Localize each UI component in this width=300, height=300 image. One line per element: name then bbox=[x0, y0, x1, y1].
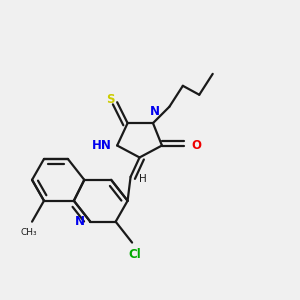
Text: N: N bbox=[75, 215, 85, 228]
Text: O: O bbox=[191, 139, 201, 152]
Text: CH₃: CH₃ bbox=[21, 228, 38, 237]
Text: H: H bbox=[139, 174, 147, 184]
Text: N: N bbox=[149, 105, 160, 118]
Text: Cl: Cl bbox=[129, 248, 141, 261]
Text: S: S bbox=[106, 93, 115, 106]
Text: HN: HN bbox=[92, 139, 112, 152]
